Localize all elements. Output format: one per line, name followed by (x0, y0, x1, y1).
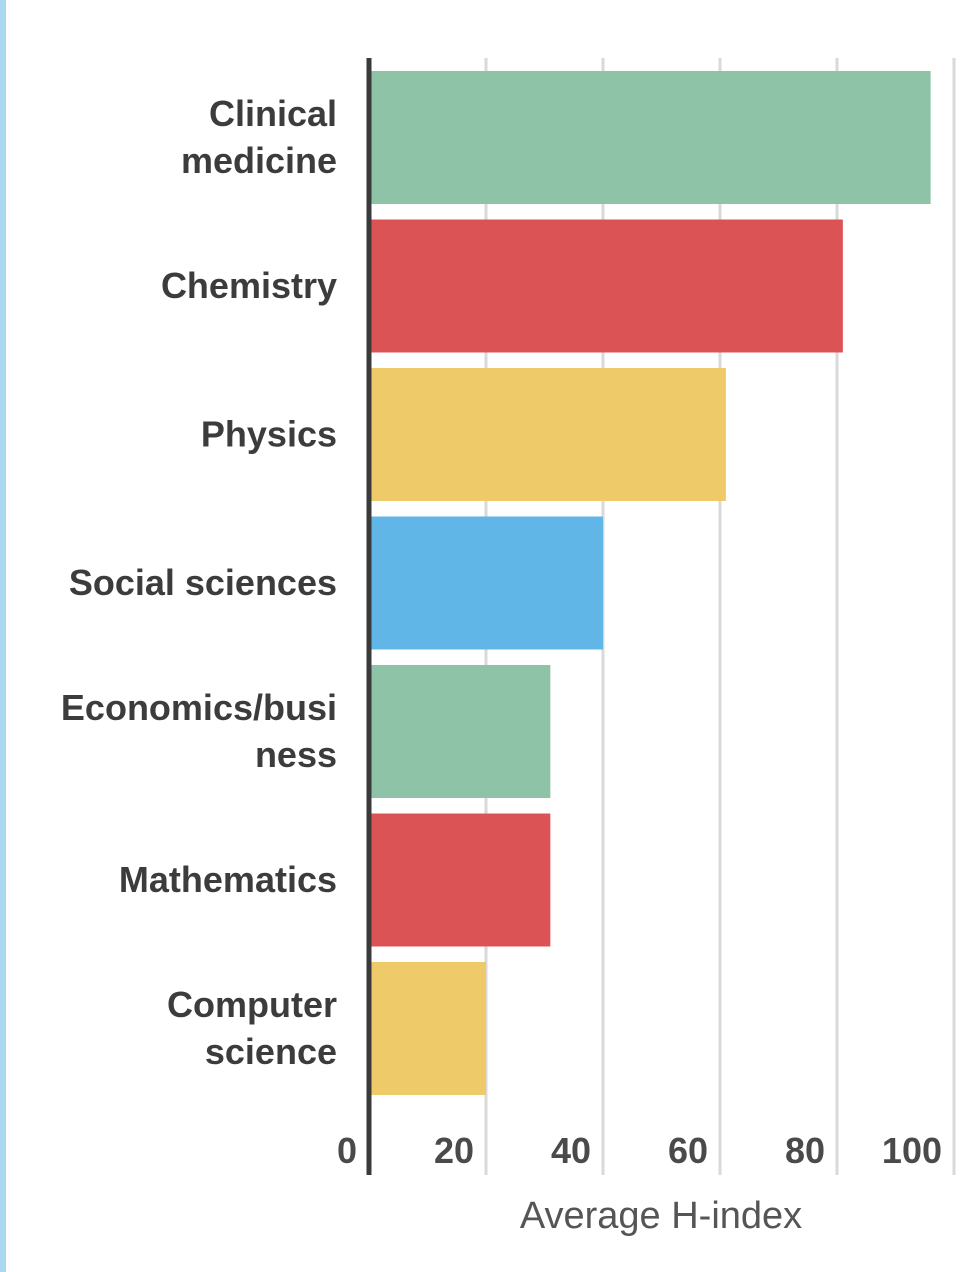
bar-1 (371, 219, 843, 353)
bar-chart: Clinical medicine Chemistry Physics Social s… (61, 58, 956, 1237)
category-labels: Clinical medicine Chemistry Physics Social s… (61, 93, 337, 1072)
category-label-4: Economics/busi ness (61, 687, 337, 775)
category-label-5: Mathematics (119, 859, 337, 900)
bar-2 (371, 368, 726, 501)
x-tick-label-80: 80 (785, 1130, 825, 1171)
bar-5 (371, 813, 551, 947)
category-label-1: Chemistry (161, 265, 337, 306)
category-label-2: Physics (201, 414, 337, 455)
bar-6 (371, 962, 486, 1095)
x-axis-title: Average H-index (520, 1195, 802, 1237)
x-tick-label-60: 60 (668, 1130, 708, 1171)
x-tick-label-40: 40 (551, 1130, 591, 1171)
category-label-3: Social sciences (69, 562, 337, 603)
x-tick-labels: 0 20 40 60 80 100 (337, 1130, 942, 1171)
category-label-0: Clinical medicine (181, 93, 337, 181)
bar-0 (371, 71, 931, 204)
x-tick-label-0: 0 (337, 1130, 357, 1171)
bar-3 (371, 516, 603, 650)
x-tick-label-100: 100 (882, 1130, 942, 1171)
bar-4 (371, 665, 551, 798)
x-tick-label-20: 20 (434, 1130, 474, 1171)
bars (371, 71, 931, 1095)
category-label-6: Computer science (167, 984, 337, 1072)
